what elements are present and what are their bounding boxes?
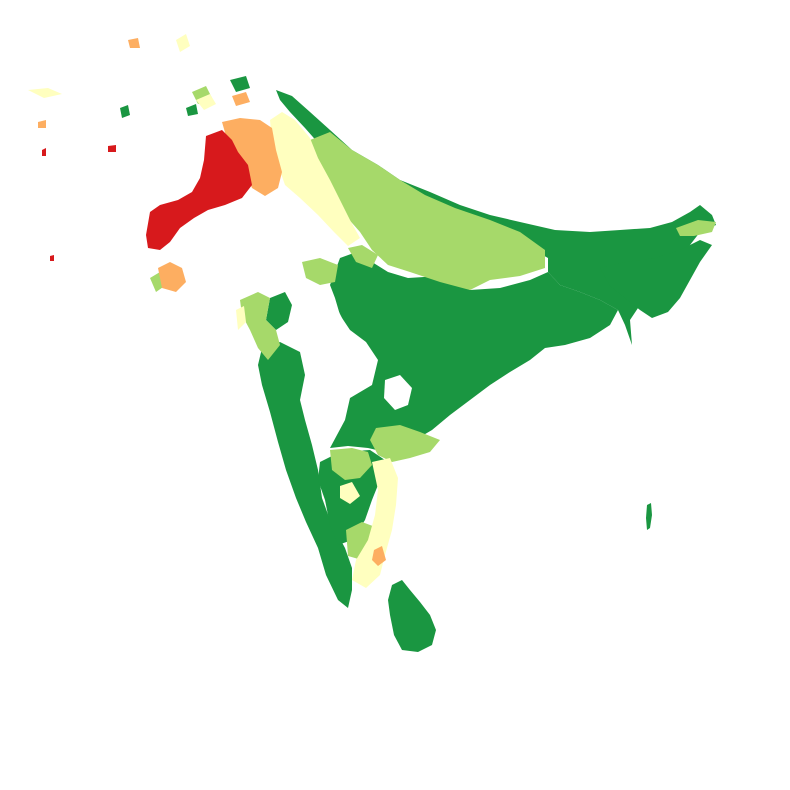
class-4-regions (38, 38, 386, 566)
region-rajasthan-edge[interactable] (348, 245, 378, 268)
region-orange-south[interactable] (158, 262, 186, 292)
class-2-regions (150, 86, 716, 560)
region-north-yellow-2[interactable] (196, 94, 216, 110)
region-balochistan-red[interactable] (146, 130, 252, 250)
region-northwest-light[interactable] (302, 258, 338, 285)
region-red-small-2[interactable] (108, 145, 116, 152)
nodata-central-gap (384, 375, 412, 410)
region-himalaya-belt[interactable] (276, 90, 716, 345)
region-sindh-orange[interactable] (222, 118, 282, 196)
region-red-small-1[interactable] (42, 148, 46, 156)
region-gangetic-plain[interactable] (310, 132, 545, 290)
region-northeast[interactable] (600, 240, 712, 318)
region-gujarat-light[interactable] (240, 292, 280, 360)
region-red-small-3[interactable] (50, 255, 54, 261)
region-north-patch-3[interactable] (186, 104, 198, 116)
region-sri-lanka[interactable] (388, 580, 436, 652)
region-gujarat-coast[interactable] (266, 292, 292, 330)
region-andaman[interactable] (646, 503, 652, 530)
region-north-patch-1[interactable] (120, 105, 130, 118)
region-coastal-yellow[interactable] (236, 306, 246, 330)
region-andhra-light[interactable] (370, 425, 440, 462)
region-north-patch-2[interactable] (230, 76, 250, 92)
region-punjab-yellow[interactable] (270, 112, 360, 246)
class-3-regions (28, 34, 398, 588)
region-orange-tamil[interactable] (372, 546, 386, 566)
region-tamil-yellow[interactable] (352, 458, 398, 588)
region-orange-north-2[interactable] (232, 92, 250, 106)
region-orange-north-1[interactable] (128, 38, 140, 48)
region-deccan-light[interactable] (330, 448, 372, 480)
region-north-yellow-1[interactable] (176, 34, 190, 52)
nodata-deccan (298, 305, 372, 400)
region-western-ghats[interactable] (258, 342, 352, 608)
region-west-yellow[interactable] (28, 88, 62, 98)
no-data-regions (298, 305, 412, 410)
region-orange-west[interactable] (38, 120, 46, 128)
region-northeast-light[interactable] (676, 220, 716, 236)
class-5-regions (42, 130, 252, 261)
region-andhra-yellow[interactable] (340, 482, 360, 504)
